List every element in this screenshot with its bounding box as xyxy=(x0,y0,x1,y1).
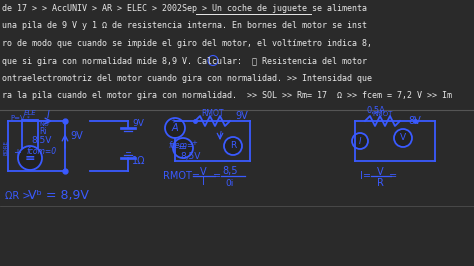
Text: una pila de 9 V y 1 Ω de resistencia interna. En bornes del motor se inst: una pila de 9 V y 1 Ω de resistencia int… xyxy=(2,22,367,31)
Text: 8,5: 8,5 xyxy=(222,166,238,176)
Text: 8,5V: 8,5V xyxy=(181,152,201,160)
Text: R: R xyxy=(376,178,383,188)
Text: ra la pila cuando el motor gira con normalidad.  >> SOL >> Rm= 17  Ω >> fcem = 7: ra la pila cuando el motor gira con norm… xyxy=(2,92,452,101)
Text: +: + xyxy=(191,140,197,146)
Text: 9V: 9V xyxy=(132,119,144,128)
Text: 0,5A: 0,5A xyxy=(367,106,386,114)
Text: V: V xyxy=(377,167,383,177)
Text: ELE: ELE xyxy=(24,110,36,116)
Text: ro de modo que cuando se impide el giro del motor, el voltímetro indica 8,: ro de modo que cuando se impide el giro … xyxy=(2,39,372,48)
Text: ontraelectromotriz del motor cuando gira con normalidad. >> Intensidad que: ontraelectromotriz del motor cuando gira… xyxy=(2,74,372,83)
Text: 9V: 9V xyxy=(235,111,248,121)
Text: =: = xyxy=(25,152,35,164)
Text: ΩR >: ΩR > xyxy=(5,191,30,201)
Text: V: V xyxy=(200,167,206,177)
Circle shape xyxy=(165,118,185,138)
Text: I: I xyxy=(359,136,361,146)
Text: que si gira con normalidad mide 8,9 V. Calcular:  ⓐ Resistencia del motor: que si gira con normalidad mide 8,9 V. C… xyxy=(2,56,367,65)
Text: I: I xyxy=(46,110,49,120)
Text: *: * xyxy=(27,115,29,120)
Text: V: V xyxy=(400,134,406,143)
Text: =: = xyxy=(178,143,188,153)
Text: fcom=0: fcom=0 xyxy=(27,148,57,156)
Text: I: I xyxy=(201,177,204,187)
Text: I: I xyxy=(219,131,221,141)
Text: +: + xyxy=(170,118,176,124)
Bar xyxy=(22,120,38,148)
Text: RMOT: RMOT xyxy=(373,111,393,117)
Text: 0i: 0i xyxy=(226,178,234,188)
Text: =: = xyxy=(213,171,221,181)
Text: 9V: 9V xyxy=(70,131,83,141)
Text: +: + xyxy=(13,148,21,158)
Text: Ri: Ri xyxy=(39,127,46,135)
Text: RMOT=: RMOT= xyxy=(163,171,200,181)
Text: A: A xyxy=(172,123,178,133)
Circle shape xyxy=(352,133,368,149)
Text: fcem=: fcem= xyxy=(168,140,193,149)
Text: I=: I= xyxy=(360,171,371,181)
Text: 8,5V: 8,5V xyxy=(32,135,52,144)
Text: =: = xyxy=(389,171,397,181)
Text: Vᵇ = 8,9V: Vᵇ = 8,9V xyxy=(28,189,89,202)
Circle shape xyxy=(173,138,193,158)
Text: P=V: P=V xyxy=(10,115,26,121)
Text: 1Ω: 1Ω xyxy=(132,156,146,166)
Circle shape xyxy=(224,137,242,155)
Text: R: R xyxy=(230,142,236,151)
Text: RMOT: RMOT xyxy=(202,109,224,118)
Text: NO: NO xyxy=(39,122,49,127)
Text: de 17 > > AccUNIV > AR > ELEC > 2002Sep > Un coche de juguete se alimenta: de 17 > > AccUNIV > AR > ELEC > 2002Sep … xyxy=(2,4,367,13)
Circle shape xyxy=(18,146,42,170)
Circle shape xyxy=(394,129,412,147)
Text: BORE: BORE xyxy=(3,140,8,155)
Text: 8V: 8V xyxy=(409,116,421,126)
